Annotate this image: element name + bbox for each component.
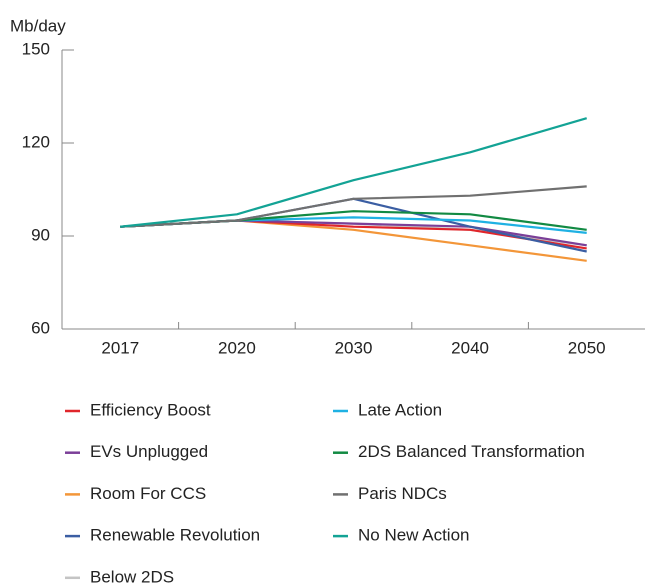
y-axis-label: Mb/day bbox=[10, 16, 66, 35]
series-line bbox=[120, 219, 587, 247]
legend-label: No New Action bbox=[358, 526, 470, 545]
legend-label: Below 2DS bbox=[90, 567, 174, 586]
series-line bbox=[120, 185, 587, 228]
x-tick-label: 2050 bbox=[568, 338, 606, 357]
x-tick-label: 2020 bbox=[218, 338, 256, 357]
legend-label: 2DS Balanced Transformation bbox=[358, 442, 585, 461]
y-tick-label: 150 bbox=[22, 39, 50, 58]
legend-label: Late Action bbox=[358, 400, 442, 419]
legend-label: Paris NDCs bbox=[358, 484, 447, 503]
y-tick-label: 120 bbox=[22, 132, 50, 151]
y-tick-label: 90 bbox=[31, 225, 50, 244]
legend-label: EVs Unplugged bbox=[90, 442, 208, 461]
legend-label: Room For CCS bbox=[90, 484, 206, 503]
x-tick-label: 2030 bbox=[335, 338, 373, 357]
legend-label: Efficiency Boost bbox=[90, 400, 211, 419]
x-tick-label: 2040 bbox=[451, 338, 489, 357]
series-line bbox=[120, 117, 588, 228]
legend-label: Renewable Revolution bbox=[90, 526, 260, 545]
y-tick-label: 60 bbox=[31, 318, 50, 337]
x-tick-label: 2017 bbox=[101, 338, 139, 357]
